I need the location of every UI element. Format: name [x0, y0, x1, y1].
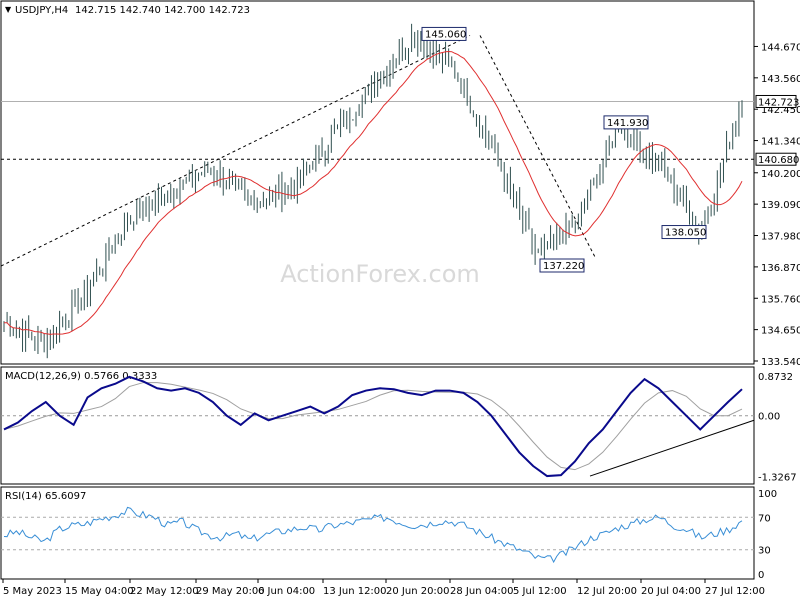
macd-main-line: [3, 375, 743, 478]
rsi-tick-label: 70: [758, 513, 771, 524]
time-tick-label: 29 May 20:00: [196, 586, 265, 597]
price-annotation-box: [421, 26, 467, 41]
rsi-line: [1, 506, 754, 564]
header-symbol-icon: ▼: [5, 5, 12, 14]
price-tick-label: 142.450: [761, 105, 800, 116]
macd-title: MACD(12,26,9) 0.5766 0.3333: [5, 371, 157, 382]
macd-tick-label: -1.3267: [758, 472, 797, 483]
time-tick-label: 5 Jul 12:00: [513, 586, 567, 597]
macd-signal-line: [3, 382, 743, 471]
rsi-tick-label: 100: [758, 489, 777, 500]
rsi-axis: 100 70 30 0: [758, 489, 777, 581]
level-price-label: 140.680: [758, 155, 799, 166]
price-annotation-box: [603, 115, 649, 130]
macd-tick-label: 0.00: [758, 412, 780, 423]
time-tick-label: 13 Jun 12:00: [323, 586, 387, 597]
rsi-panel: [0, 486, 755, 580]
rsi-series-line: [3, 506, 743, 564]
price-annotation-label: 138.050: [665, 228, 706, 239]
price-tick-label: 133.540: [761, 357, 800, 368]
time-tick-label: 12 Jul 20:00: [577, 586, 637, 597]
rsi-title: RSI(14) 65.6097: [5, 491, 86, 502]
current-price-box: [755, 94, 797, 108]
current-price-label: 142.723: [758, 97, 799, 108]
time-tick-label: 5 May 2023: [3, 586, 62, 597]
candles: [3, 23, 743, 359]
time-tick-label: 22 May 12:00: [130, 586, 199, 597]
ma-series-line: [3, 50, 743, 335]
price-annotation-label: 141.930: [607, 118, 648, 129]
time-tick-label: 28 Jun 04:00: [450, 586, 514, 597]
price-tick-label: 144.670: [761, 42, 800, 53]
time-tick-label: 27 Jul 12:00: [705, 586, 765, 597]
macd-axis: 0.8732 0.00 -1.3267: [758, 372, 797, 484]
macd-tick-label: 0.8732: [758, 372, 793, 383]
macd-lines: [1, 375, 755, 478]
moving-average: [3, 50, 743, 335]
time-tick-label: 6 Jun 04:00: [258, 586, 315, 597]
price-annotations: 145.060 141.930 138.050 137.220: [421, 26, 707, 273]
rsi-tick-label: 30: [758, 546, 771, 557]
price-tick-label: 139.090: [761, 200, 800, 211]
time-tick-label: 15 May 04:00: [65, 586, 134, 597]
price-annotation-box: [661, 225, 707, 240]
main-gridlines: [1, 100, 754, 160]
price-tick-label: 140.200: [761, 169, 800, 180]
price-annotation-label: 145.060: [425, 29, 466, 40]
price-tick-label: 137.980: [761, 232, 800, 243]
price-tick-label: 136.870: [761, 263, 800, 274]
price-annotation-box: [539, 258, 585, 273]
watermark: ActionForex.com: [280, 260, 480, 288]
price-axis: 144.670 143.560 142.450 141.340 140.200 139.0…: [754, 42, 800, 368]
main-panel: [0, 0, 755, 365]
time-tick-label: 20 Jun 20:00: [386, 586, 450, 597]
price-annotation-label: 137.220: [543, 261, 584, 272]
time-tick-label: 20 Jul 04:00: [641, 586, 701, 597]
price-tick-label: 141.340: [761, 137, 800, 148]
macd-panel: [0, 366, 755, 485]
rsi-tick-label: 0: [758, 570, 764, 581]
header-ohlc: 142.715 142.740 142.700 142.723: [75, 5, 250, 16]
price-tick-label: 143.560: [761, 74, 800, 85]
level-price-box: [755, 152, 797, 166]
price-tick-label: 134.650: [761, 326, 800, 337]
price-tick-label: 135.760: [761, 294, 800, 305]
macd-trendline: [589, 419, 755, 477]
header-symbol: USDJPY,H4: [15, 5, 68, 16]
